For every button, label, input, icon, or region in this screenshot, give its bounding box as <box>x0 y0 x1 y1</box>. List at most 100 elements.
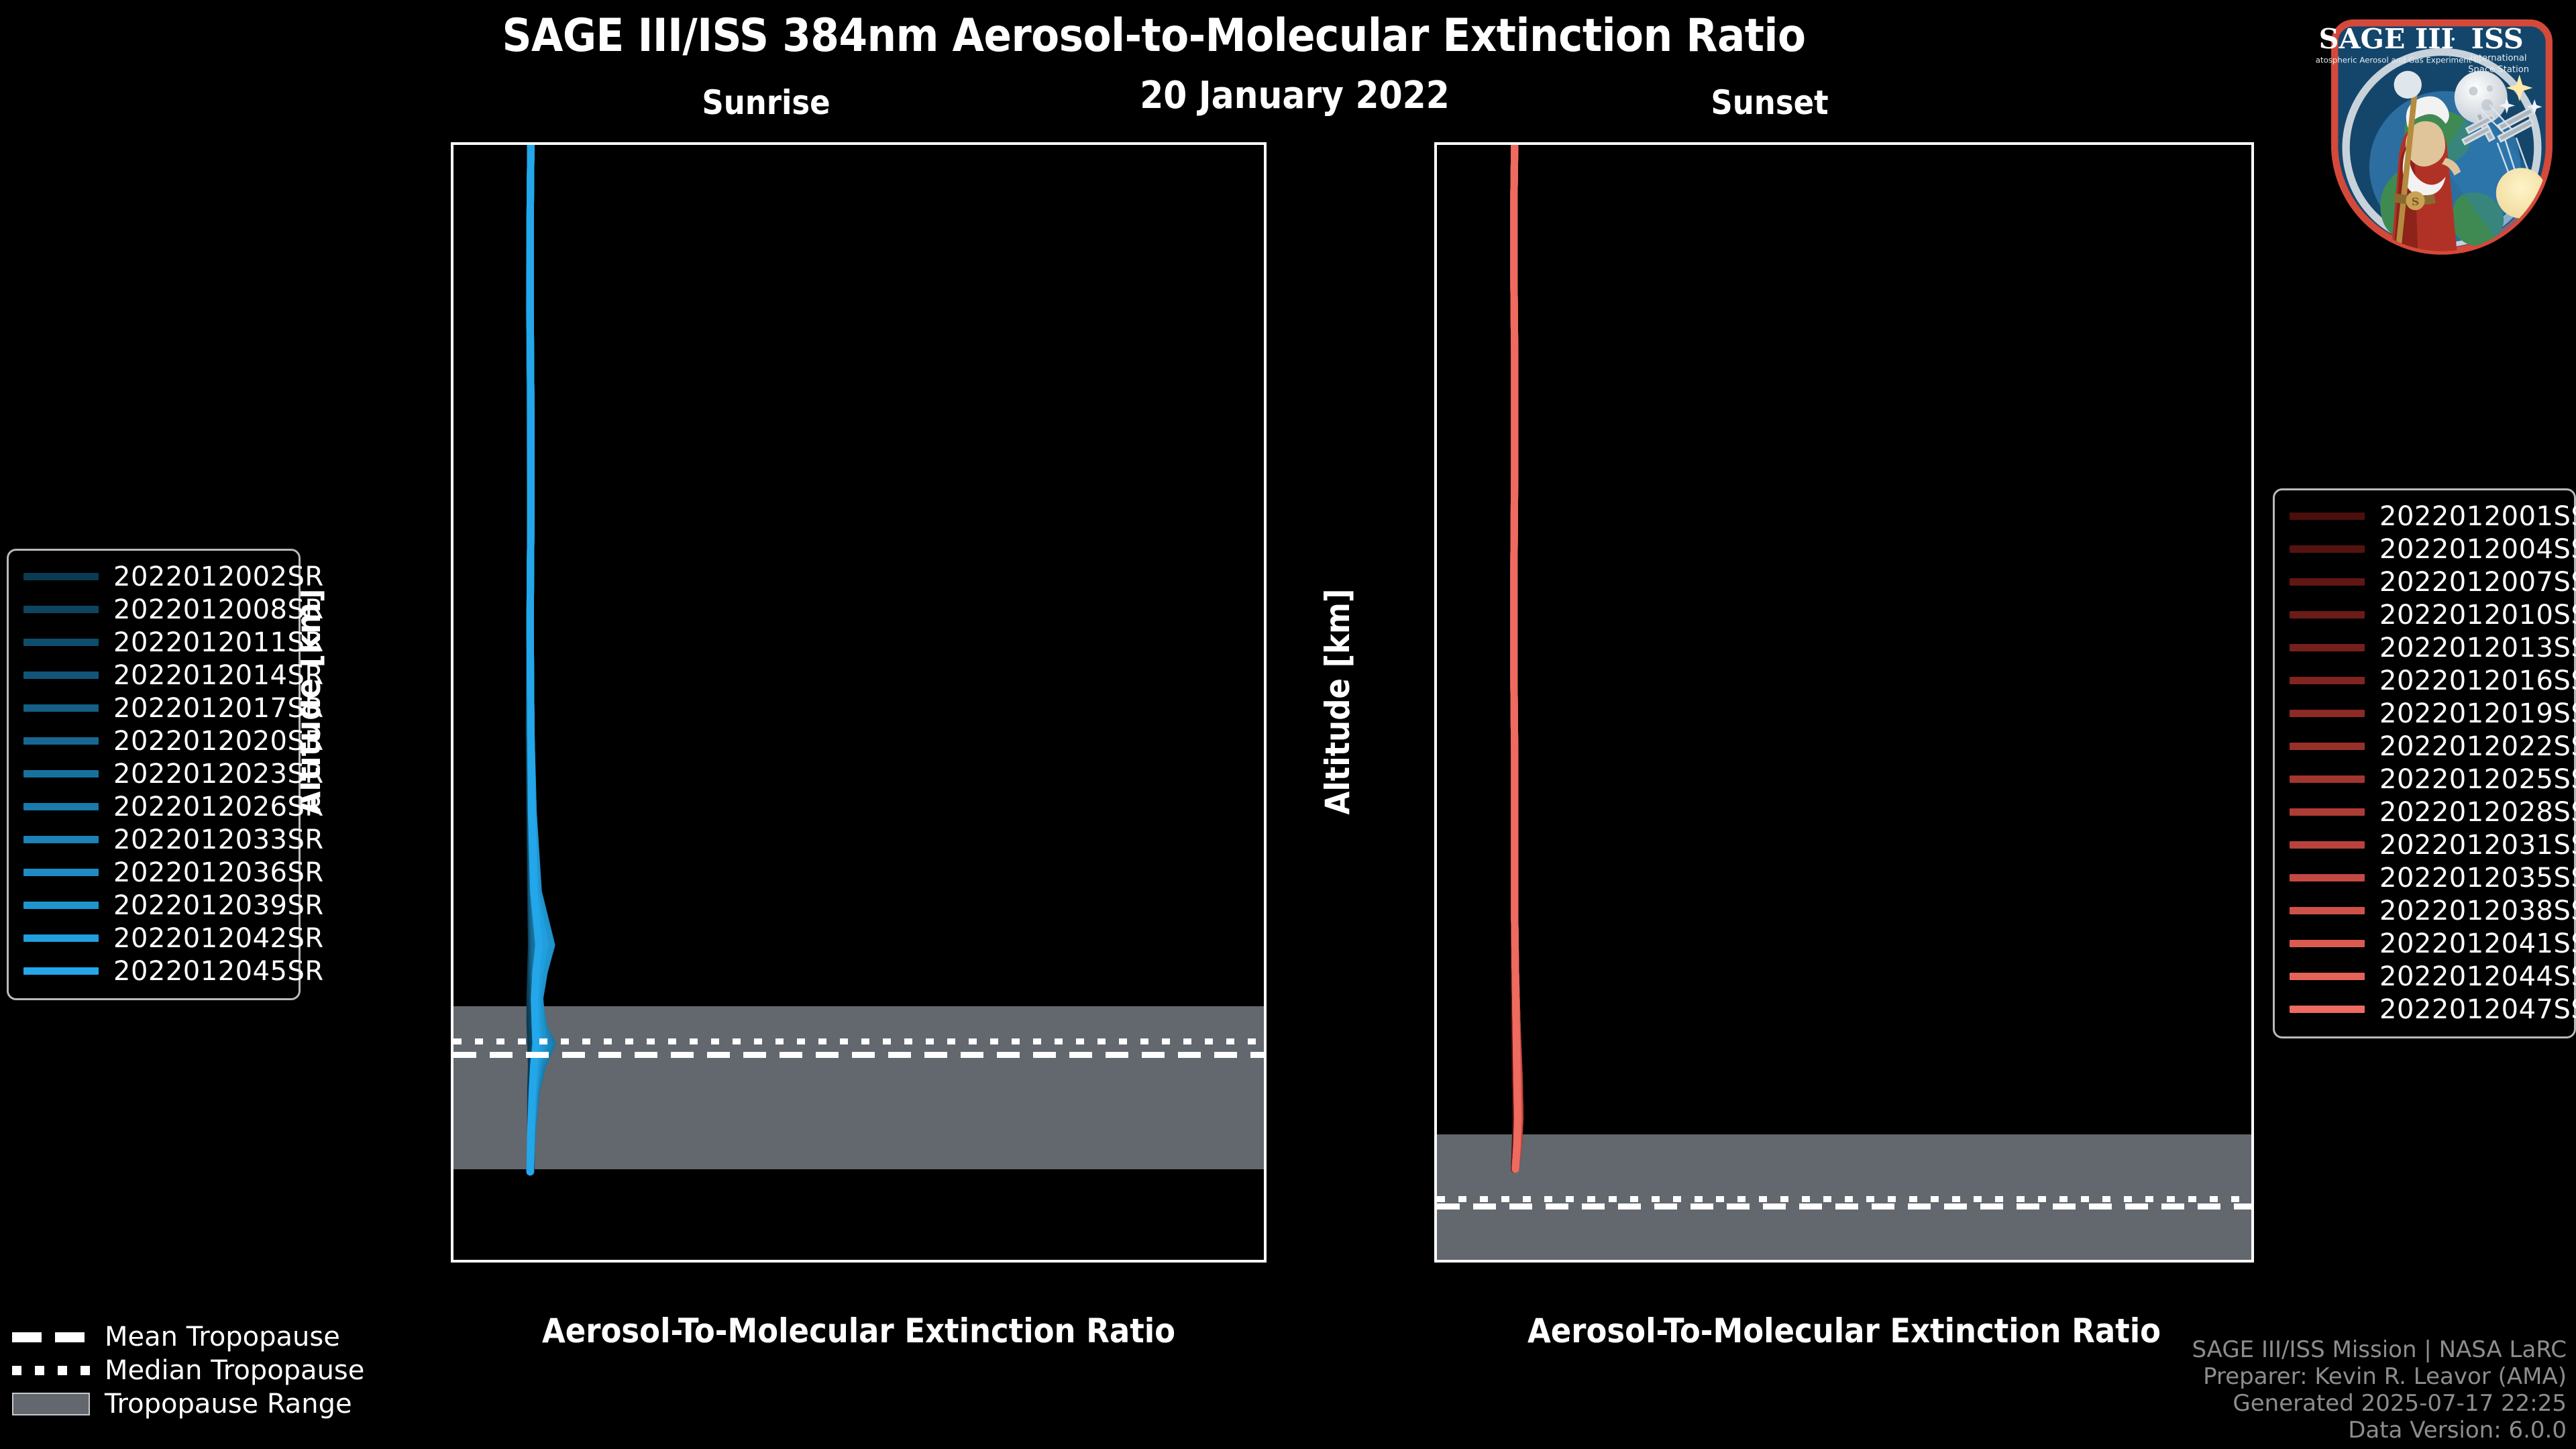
legend-item-sunset[interactable]: 2022012035SS <box>2290 861 2576 894</box>
credits-line: Generated 2025-07-17 22:25 <box>2233 1390 2567 1417</box>
x-tick-mark-sunrise-100 <box>1263 1260 1265 1263</box>
x-axis-label-sunrise: Aerosol-To-Molecular Extinction Ratio <box>541 1311 1176 1350</box>
x-tick-mark-sunrise-60 <box>968 1260 971 1263</box>
legend-item-sunset[interactable]: 2022012047SS <box>2290 993 2576 1026</box>
legend-item-sunrise[interactable]: 2022012023SR <box>23 757 323 790</box>
legend-item-sunrise[interactable]: 2022012017SR <box>23 692 323 724</box>
patch-subtitle-right-line1: International <box>2471 54 2527 64</box>
legend-item-label: 2022012013SS <box>2379 632 2576 663</box>
date-subtitle: 20 January 2022 <box>1140 74 1450 117</box>
legend-item-sunrise[interactable]: 2022012036SR <box>23 856 323 889</box>
tropopause-range-band-sunrise <box>453 1006 1264 1169</box>
legend-item-label: 2022012010SS <box>2379 599 2576 631</box>
sage-iii-iss-mission-patch-icon: S BALL · NASA LANGLEY RESEARCH CENTER · … <box>2304 4 2568 256</box>
x-tick-mark-sunrise-0 <box>526 1260 529 1263</box>
x-axis-label-sunset: Aerosol-To-Molecular Extinction Ratio <box>1527 1311 2161 1350</box>
x-tick-mark-sunset-0 <box>1509 1260 1512 1263</box>
legend-item-sunset[interactable]: 2022012044SS <box>2290 960 2576 993</box>
tropopause-legend-marker-band <box>12 1393 90 1415</box>
y-tick-mark-sunrise-35 <box>451 543 453 546</box>
tropopause-legend-marker-dashed <box>12 1332 90 1342</box>
legend-item-sunset[interactable]: 2022012041SS <box>2290 927 2576 960</box>
legend-color-swatch <box>23 639 99 646</box>
x-tick-mark-sunrise-80 <box>1115 1260 1118 1263</box>
legend-color-swatch <box>2290 578 2365 586</box>
y-tick-mark-sunset-40 <box>1434 411 1437 413</box>
legend-item-label: 2022012007SS <box>2379 566 2576 598</box>
legend-item-sunrise[interactable]: 2022012026SR <box>23 790 323 823</box>
legend-item-sunset[interactable]: 2022012007SS <box>2290 566 2576 598</box>
legend-item-sunrise[interactable]: 2022012042SR <box>23 922 323 955</box>
legend-color-swatch <box>23 934 99 942</box>
legend-item-sunset[interactable]: 2022012022SS <box>2290 730 2576 763</box>
legend-item-sunset[interactable]: 2022012025SS <box>2290 763 2576 796</box>
legend-item-sunset[interactable]: 2022012031SS <box>2290 828 2576 861</box>
legend-item-sunset[interactable]: 2022012019SS <box>2290 697 2576 730</box>
panel-title-sunset: Sunset <box>1711 83 1829 122</box>
legend-item-sunset[interactable]: 2022012013SS <box>2290 631 2576 664</box>
legend-item-label: 2022012047SS <box>2379 994 2576 1025</box>
legend-color-swatch <box>23 967 99 975</box>
median-tropopause-line-sunset <box>1437 1195 2251 1202</box>
y-tick-mark-sunset-50 <box>1434 144 1437 146</box>
patch-title-iss: ISS <box>2471 22 2524 55</box>
legend-item-label: 2022012028SS <box>2379 796 2576 828</box>
legend-color-swatch <box>2290 677 2365 684</box>
y-tick-mark-sunset-35 <box>1434 543 1437 546</box>
legend-item-sunset[interactable]: 2022012038SS <box>2290 894 2576 927</box>
legend-item-label: 2022012045SR <box>113 955 324 987</box>
legend-tropopause: Mean Tropopause Median Tropopause Tropopau… <box>12 1320 364 1421</box>
mean-tropopause-line-sunrise <box>453 1051 1264 1058</box>
legend-item-sunrise[interactable]: 2022012014SR <box>23 659 323 692</box>
legend-color-swatch <box>2290 973 2365 980</box>
legend-item-label: 2022012038SS <box>2379 895 2576 926</box>
legend-color-swatch <box>2290 1006 2365 1013</box>
legend-item-label: 2022012008SR <box>113 594 324 625</box>
legend-item-sunrise[interactable]: 2022012008SR <box>23 593 323 626</box>
legend-item-label: 2022012001SS <box>2379 500 2576 532</box>
legend-item-sunset[interactable]: 2022012004SS <box>2290 533 2576 566</box>
legend-color-swatch <box>23 902 99 909</box>
y-tick-mark-sunset-30 <box>1434 677 1437 680</box>
legend-color-swatch <box>2290 611 2365 619</box>
credits-block: SAGE III/ISS Mission | NASA LaRC Preparer… <box>2192 1336 2567 1444</box>
legend-item-sunset[interactable]: 2022012010SS <box>2290 598 2576 631</box>
mean-tropopause-line-sunset <box>1437 1203 2251 1210</box>
legend-color-swatch <box>23 770 99 777</box>
legend-item-label: 2022012022SS <box>2379 731 2576 762</box>
legend-item-label: 2022012035SS <box>2379 862 2576 894</box>
legend-item-sunset[interactable]: 2022012016SS <box>2290 664 2576 697</box>
legend-color-swatch <box>23 869 99 876</box>
y-tick-mark-sunrise-30 <box>451 677 453 680</box>
legend-color-swatch <box>2290 841 2365 849</box>
legend-item-label: 2022012042SR <box>113 922 324 954</box>
legend-item-sunset[interactable]: 2022012028SS <box>2290 796 2576 828</box>
y-tick-mark-sunset-45 <box>1434 277 1437 280</box>
legend-item-sunrise[interactable]: 2022012045SR <box>23 955 323 987</box>
legend-item-sunrise[interactable]: 2022012011SR <box>23 626 323 659</box>
legend-item-label: 2022012025SS <box>2379 763 2576 795</box>
y-tick-mark-sunrise-25 <box>451 810 453 813</box>
legend-color-swatch <box>2290 743 2365 750</box>
legend-item-sunrise[interactable]: 2022012020SR <box>23 724 323 757</box>
x-tick-mark-sunrise-40 <box>820 1260 823 1263</box>
x-tick-mark-sunset-100 <box>2250 1260 2253 1263</box>
legend-item-sunrise[interactable]: 2022012039SR <box>23 889 323 922</box>
legend-sunrise: 2022012002SR 2022012008SR 2022012011SR 2022… <box>7 549 323 1000</box>
tropopause-legend-label: Mean Tropopause <box>105 1322 340 1352</box>
legend-sunset: 2022012001SS 2022012004SS 2022012007SS 2022… <box>2273 488 2576 1038</box>
trace-layer-sunrise <box>453 145 1264 1260</box>
legend-item-sunset[interactable]: 2022012001SS <box>2290 500 2576 533</box>
legend-color-swatch <box>23 737 99 745</box>
legend-item-sunrise[interactable]: 2022012033SR <box>23 823 323 856</box>
legend-item-label: 2022012002SR <box>113 561 324 592</box>
legend-item-label: 2022012033SR <box>113 824 324 855</box>
x-tick-mark-sunset-60 <box>1954 1260 1957 1263</box>
x-tick-mark-sunset-80 <box>2102 1260 2104 1263</box>
patch-subtitle-right-line2: Space Station <box>2468 65 2529 75</box>
x-tick-mark-sunset-20 <box>1658 1260 1660 1263</box>
y-tick-mark-sunrise-10 <box>451 1210 453 1213</box>
legend-item-sunrise[interactable]: 2022012002SR <box>23 560 323 593</box>
legend-item-label: 2022012031SS <box>2379 829 2576 861</box>
panel-title-sunrise: Sunrise <box>702 83 830 122</box>
